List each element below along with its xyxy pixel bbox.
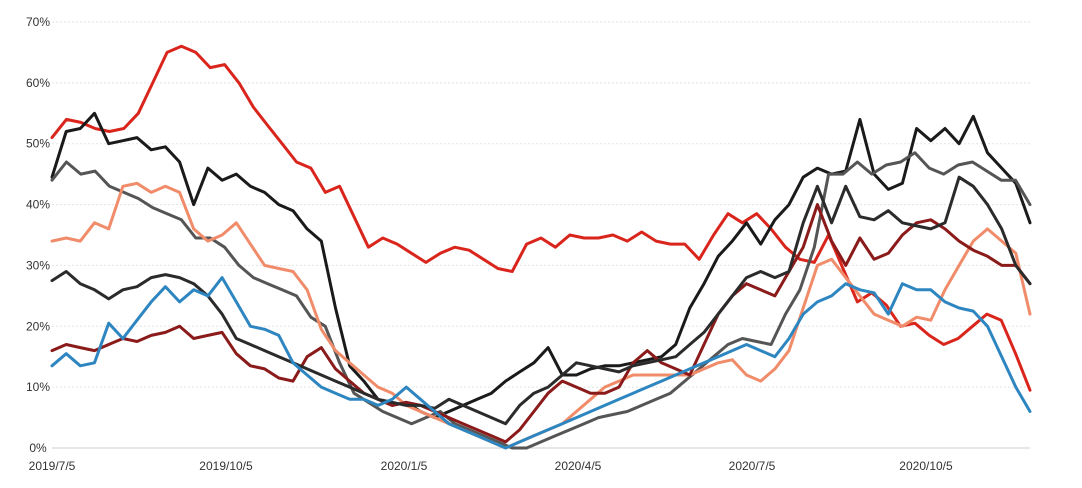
y-tick-label: 60% <box>26 76 50 90</box>
x-tick-label: 2020/1/5 <box>381 459 428 473</box>
series-line-salmon <box>50 181 1032 450</box>
x-tick-label: 2019/7/5 <box>29 459 76 473</box>
y-tick-label: 20% <box>26 319 50 333</box>
series-line-black-2 <box>50 175 1032 426</box>
series-line-gray <box>50 151 1032 450</box>
y-tick-label: 10% <box>26 380 50 394</box>
series-line-blue <box>50 276 1032 450</box>
grid-layer <box>52 21 1030 388</box>
series-layer <box>50 44 1032 450</box>
y-tick-label: 70% <box>26 15 50 29</box>
x-tick-label: 2020/7/5 <box>729 459 776 473</box>
y-tick-label: 40% <box>26 198 50 212</box>
y-tick-label: 30% <box>26 258 50 272</box>
series-line-red <box>50 44 1032 392</box>
y-tick-label: 50% <box>26 137 50 151</box>
x-tick-label: 2020/4/5 <box>555 459 602 473</box>
x-tick-label: 2019/10/5 <box>199 459 253 473</box>
series-line-dark-red <box>50 203 1032 444</box>
series-line-black-1 <box>50 111 1032 420</box>
y-tick-label: 0% <box>29 441 47 455</box>
label-layer: 0% 10% 20% 30% 40% 50% 60% 70% 2019/7/5 2019/10/5… <box>26 15 953 473</box>
x-tick-label: 2020/10/5 <box>899 459 953 473</box>
